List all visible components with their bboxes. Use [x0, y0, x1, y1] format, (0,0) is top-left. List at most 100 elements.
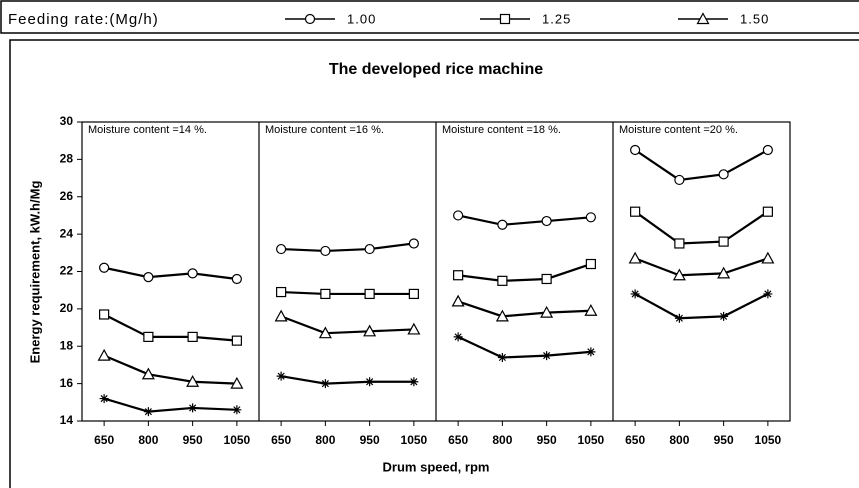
marker — [143, 407, 153, 417]
y-tick-label: 24 — [60, 226, 74, 240]
marker — [540, 305, 554, 318]
marker — [408, 238, 419, 249]
marker — [99, 394, 109, 404]
marker — [276, 371, 286, 381]
series-line — [103, 397, 237, 413]
series-line — [634, 257, 769, 277]
marker — [187, 331, 198, 343]
marker — [97, 348, 111, 361]
panel-annotation: Moisture content =14 %. — [88, 124, 207, 136]
marker — [586, 347, 596, 357]
series-line — [457, 335, 591, 359]
marker — [453, 210, 464, 221]
x-tick-label: 650 — [625, 433, 645, 447]
y-tick-label: 14 — [60, 413, 74, 427]
marker — [719, 311, 729, 321]
marker — [696, 12, 710, 25]
marker — [585, 212, 596, 223]
marker — [365, 377, 375, 387]
marker — [718, 169, 729, 180]
marker — [497, 275, 508, 286]
x-tick-label: 800 — [138, 433, 158, 447]
marker — [186, 375, 200, 387]
x-tick-label: 800 — [669, 433, 689, 447]
series-line — [457, 262, 592, 282]
y-tick-label: 26 — [60, 189, 74, 203]
marker — [499, 13, 511, 25]
legend-label: 1.00 — [347, 11, 376, 26]
y-tick-label: 30 — [60, 114, 74, 128]
x-tick-label: 950 — [183, 433, 203, 447]
marker — [763, 289, 773, 299]
x-tick-label: 650 — [94, 433, 114, 447]
legend-label: 1.25 — [542, 11, 571, 26]
x-tick-label: 800 — [492, 433, 512, 447]
marker — [451, 294, 465, 307]
x-tick-label: 1050 — [578, 433, 605, 447]
x-tick-label: 950 — [714, 433, 734, 447]
chart-frame — [9, 39, 859, 488]
marker — [584, 303, 598, 316]
series-line — [103, 354, 237, 385]
marker — [320, 288, 331, 300]
marker — [276, 286, 287, 298]
marker — [762, 206, 773, 217]
marker — [761, 251, 775, 264]
marker — [453, 332, 463, 342]
series-line — [281, 290, 414, 296]
y-tick-label: 22 — [60, 264, 74, 278]
series-line — [457, 300, 591, 318]
y-tick-label: 16 — [60, 376, 74, 390]
series-line — [281, 242, 415, 253]
x-tick-label: 800 — [315, 433, 335, 447]
chart-title: The developed rice machine — [329, 61, 543, 78]
series-line — [457, 214, 591, 226]
x-tick-label: 650 — [448, 433, 468, 447]
marker — [409, 377, 419, 387]
marker — [630, 289, 640, 299]
marker — [674, 174, 685, 186]
y-tick-label: 28 — [60, 152, 74, 166]
marker — [453, 270, 464, 281]
panel-annotation: Moisture content =16 %. — [265, 124, 384, 136]
marker — [141, 367, 155, 380]
x-tick-label: 950 — [360, 433, 380, 447]
marker — [718, 236, 729, 247]
marker — [542, 351, 552, 361]
marker — [717, 266, 731, 279]
marker — [143, 331, 154, 343]
marker — [363, 324, 377, 337]
series-line — [280, 375, 414, 385]
x-tick-label: 1050 — [224, 433, 251, 447]
series-line — [103, 266, 238, 281]
marker — [188, 403, 198, 413]
y-tick-label: 18 — [60, 338, 74, 352]
series-line — [634, 210, 769, 245]
x-axis-label: Drum speed, rpm — [383, 459, 490, 474]
marker — [497, 219, 508, 230]
series-line — [280, 315, 414, 335]
marker — [304, 13, 316, 25]
y-tick-label: 20 — [60, 301, 74, 315]
x-tick-label: 1050 — [755, 433, 782, 447]
marker — [541, 273, 552, 285]
marker — [276, 243, 287, 255]
marker — [497, 352, 507, 362]
marker — [274, 309, 288, 322]
marker — [628, 251, 642, 264]
marker — [320, 379, 330, 389]
marker — [231, 335, 242, 346]
marker — [585, 258, 596, 270]
marker — [320, 245, 331, 257]
y-axis-label: Energy requirement, kW.h/Mg — [27, 181, 42, 364]
marker — [630, 206, 641, 217]
marker — [230, 376, 244, 389]
marker — [674, 313, 684, 323]
marker — [231, 273, 242, 285]
marker — [232, 405, 242, 415]
marker — [318, 326, 332, 339]
marker — [407, 322, 421, 335]
marker — [762, 144, 773, 156]
marker — [674, 238, 685, 249]
